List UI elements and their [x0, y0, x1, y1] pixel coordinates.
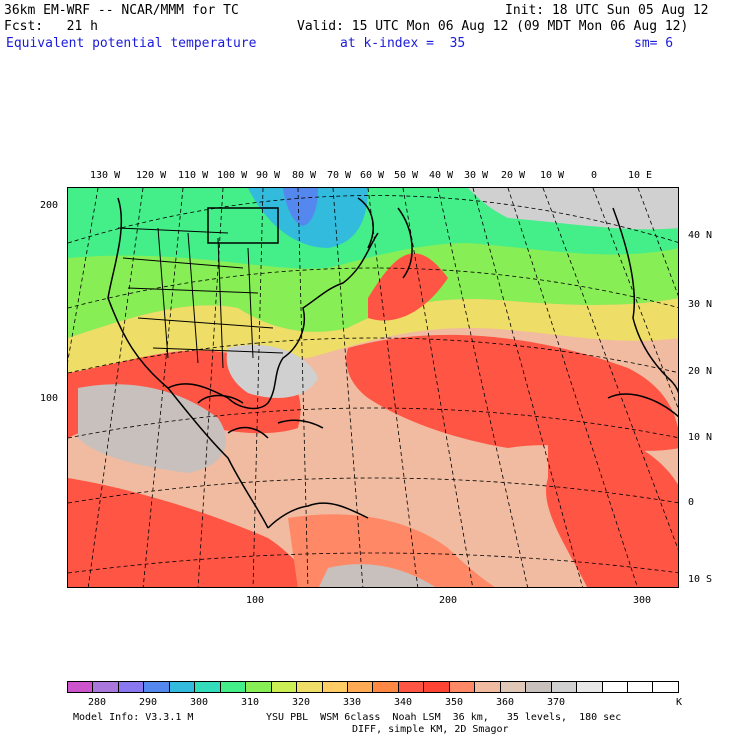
lon-label: 30 W: [464, 170, 489, 181]
color-swatch: [577, 682, 603, 692]
grid-y-label: 200: [40, 200, 59, 211]
grid-x-label: 300: [633, 595, 652, 606]
grid-x-label: 100: [246, 595, 265, 606]
lon-label: 60 W: [360, 170, 385, 181]
lon-label: 20 W: [501, 170, 526, 181]
forecast-hour: Fcst: 21 h: [4, 19, 98, 34]
lat-label: 0: [688, 497, 695, 508]
lon-label: 10 E: [628, 170, 653, 181]
model-info: Model Info: V3.3.1 M: [73, 712, 194, 723]
color-swatch: [347, 682, 374, 692]
scale-label: 330: [343, 697, 362, 708]
lon-label: 70 W: [327, 170, 352, 181]
lon-label: 80 W: [292, 170, 317, 181]
field-warm-atlantic: [346, 334, 678, 451]
field-gray-mexico: [78, 384, 227, 473]
field-gray-north: [468, 188, 678, 230]
scale-label: 350: [445, 697, 464, 708]
lon-label: 130 W: [90, 170, 121, 181]
color-swatch: [449, 682, 476, 692]
scale-label: 340: [394, 697, 413, 708]
color-swatch: [398, 682, 425, 692]
map-panel: [67, 187, 679, 588]
init-time: Init: 18 UTC Sun 05 Aug 12: [505, 3, 709, 18]
color-swatch: [68, 682, 94, 692]
color-swatch: [93, 682, 119, 692]
scale-label: 280: [88, 697, 107, 708]
lon-label: 10 W: [540, 170, 565, 181]
color-swatch: [271, 682, 298, 692]
smoothing: sm= 6: [634, 36, 674, 51]
lon-label: 40 W: [429, 170, 454, 181]
scale-label: 300: [190, 697, 209, 708]
color-swatch: [653, 682, 678, 692]
color-swatch: [169, 682, 196, 692]
scale-unit: K: [676, 697, 683, 708]
model-diffusion: DIFF, simple KM, 2D Smagor: [352, 724, 509, 735]
scale-label: 310: [241, 697, 260, 708]
color-swatch: [195, 682, 221, 692]
lon-label: 90 W: [256, 170, 281, 181]
color-swatch: [475, 682, 501, 692]
grid-y-label: 100: [40, 393, 59, 404]
color-swatch: [118, 682, 145, 692]
color-swatch: [526, 682, 552, 692]
scale-label: 320: [292, 697, 311, 708]
lon-label: 110 W: [178, 170, 209, 181]
state-borders: [117, 227, 284, 369]
scale-label: 360: [496, 697, 515, 708]
color-swatch: [424, 682, 450, 692]
color-swatch: [373, 682, 399, 692]
field-mid-lat: [68, 298, 678, 373]
color-swatch: [220, 682, 247, 692]
field-gray-amazon: [318, 564, 435, 587]
lat-label: 30 N: [688, 299, 713, 310]
field-gray-usa: [226, 344, 318, 398]
lat-label: 10 S: [688, 574, 713, 585]
coastlines: [107, 197, 678, 529]
color-swatch: [246, 682, 272, 692]
color-swatch: [627, 682, 654, 692]
lon-label: 0: [591, 170, 598, 181]
field-warm-atlantic-n: [368, 253, 448, 321]
lon-label: 50 W: [394, 170, 419, 181]
color-swatch: [322, 682, 348, 692]
lat-label: 20 N: [688, 366, 713, 377]
color-swatch: [602, 682, 628, 692]
k-index: at k-index = 35: [340, 36, 466, 51]
field-name: Equivalent potential temperature: [6, 36, 257, 51]
lat-label: 40 N: [688, 230, 713, 241]
color-swatch: [551, 682, 578, 692]
scale-label: 290: [139, 697, 158, 708]
theta-e-map: [68, 188, 678, 587]
lat-label: 10 N: [688, 432, 713, 443]
color-scale: [67, 681, 679, 693]
model-physics: YSU PBL WSM 6class Noah LSM 36 km, 35 le…: [266, 712, 622, 723]
valid-time: Valid: 15 UTC Mon 06 Aug 12 (09 MDT Mon …: [297, 19, 689, 34]
lon-label: 100 W: [217, 170, 248, 181]
lon-label: 120 W: [136, 170, 167, 181]
field-warm-pacific: [68, 478, 317, 587]
model-title: 36km EM-WRF -- NCAR/MMM for TC: [4, 3, 239, 18]
color-swatch: [144, 682, 170, 692]
color-swatch: [297, 682, 323, 692]
grid-x-label: 200: [439, 595, 458, 606]
scale-label: 370: [547, 697, 566, 708]
color-swatch: [500, 682, 527, 692]
